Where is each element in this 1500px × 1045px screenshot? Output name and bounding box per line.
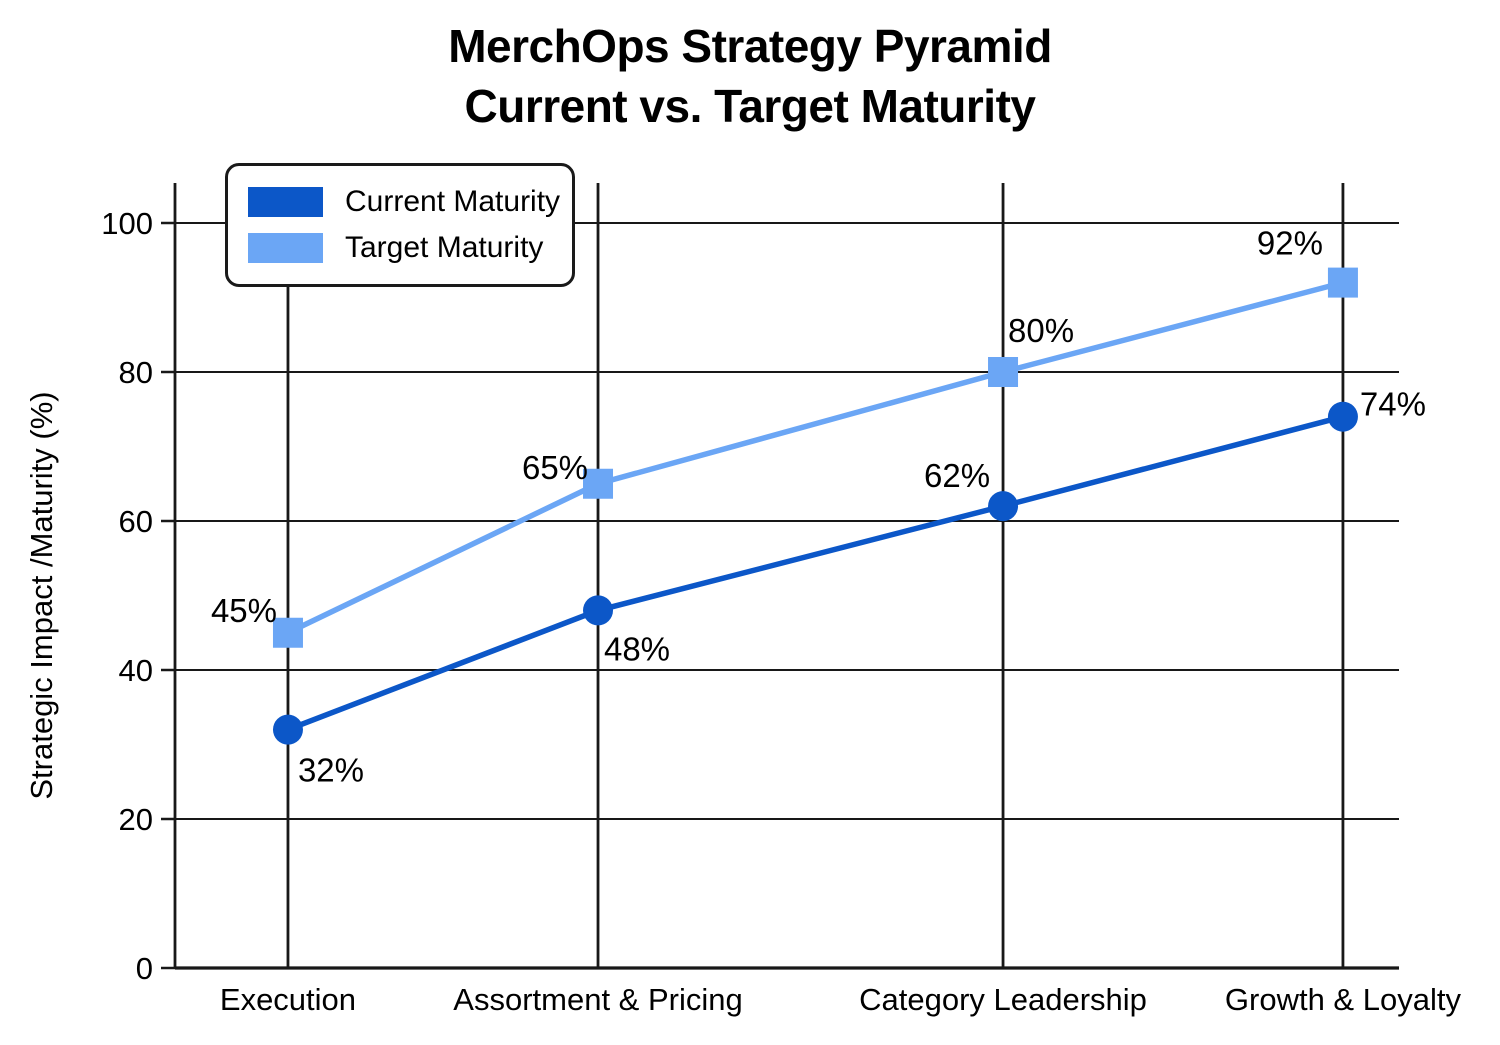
legend-label-target-maturity: Target Maturity <box>345 231 544 264</box>
data-point-label: 62% <box>924 457 990 494</box>
chart-subtitle: Current vs. Target Maturity <box>464 80 1036 132</box>
data-point-label: 32% <box>298 752 364 789</box>
legend-item-target-maturity: Target Maturity <box>248 231 572 265</box>
data-point-label: 48% <box>604 630 670 667</box>
y-axis-title: Strategic Impact /Maturity (%) <box>24 391 59 799</box>
data-point-label: 65% <box>522 449 588 486</box>
chart-title-block: MerchOps Strategy Pyramid Current vs. Ta… <box>0 16 1500 136</box>
y-tick-label: 40 <box>119 653 153 688</box>
data-point-marker <box>1327 401 1358 432</box>
chart-title: MerchOps Strategy Pyramid <box>448 20 1052 72</box>
y-tick-label: 80 <box>119 355 153 390</box>
series-line-current <box>285 413 1346 733</box>
legend-item-current-maturity: Current Maturity <box>248 185 572 219</box>
data-point-marker <box>1327 267 1358 298</box>
y-tick-label: 100 <box>101 206 153 241</box>
y-tick-label: 0 <box>136 951 153 986</box>
x-category-label: Growth & Loyalty <box>1225 982 1462 1017</box>
x-category-label: Assortment & Pricing <box>453 982 742 1017</box>
data-point-label: 74% <box>1360 386 1426 423</box>
legend-label-current-maturity: Current Maturity <box>345 185 561 218</box>
series-line-target <box>285 279 1346 636</box>
data-point-label: 80% <box>1008 312 1074 349</box>
data-point-label: 45% <box>211 592 277 629</box>
data-point-marker <box>988 357 1019 387</box>
legend-swatch-target-maturity <box>248 233 323 263</box>
data-point-marker <box>272 714 303 745</box>
data-point-marker <box>988 491 1019 522</box>
x-category-label: Category Leadership <box>859 982 1147 1017</box>
chart-legend: Current Maturity Target Maturity <box>225 163 575 287</box>
data-point-marker <box>583 595 614 626</box>
data-point-marker <box>272 617 303 648</box>
x-category-label: Execution <box>220 982 356 1017</box>
y-tick-label: 60 <box>119 504 153 539</box>
y-tick-label: 20 <box>119 802 153 837</box>
data-point-marker <box>583 468 614 499</box>
legend-swatch-current-maturity <box>248 187 323 217</box>
data-point-label: 92% <box>1257 225 1323 262</box>
